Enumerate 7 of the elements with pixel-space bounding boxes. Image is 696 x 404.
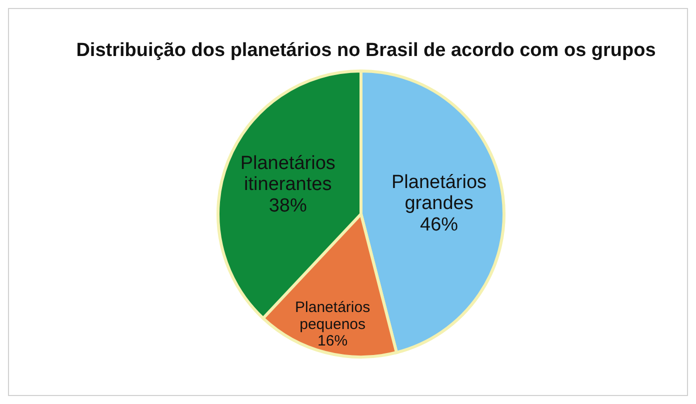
data-label: 46% bbox=[420, 214, 458, 236]
chart-title: Distribuição dos planetários no Brasil de acordo com os grupos bbox=[76, 40, 656, 61]
data-label: 16% bbox=[318, 332, 348, 350]
data-label: 38% bbox=[268, 195, 307, 216]
slice-label: Planetários grandes bbox=[392, 172, 487, 214]
slice-label: Planetários pequenos bbox=[295, 298, 370, 333]
slice-label: Planetários itinerantes bbox=[240, 152, 336, 196]
